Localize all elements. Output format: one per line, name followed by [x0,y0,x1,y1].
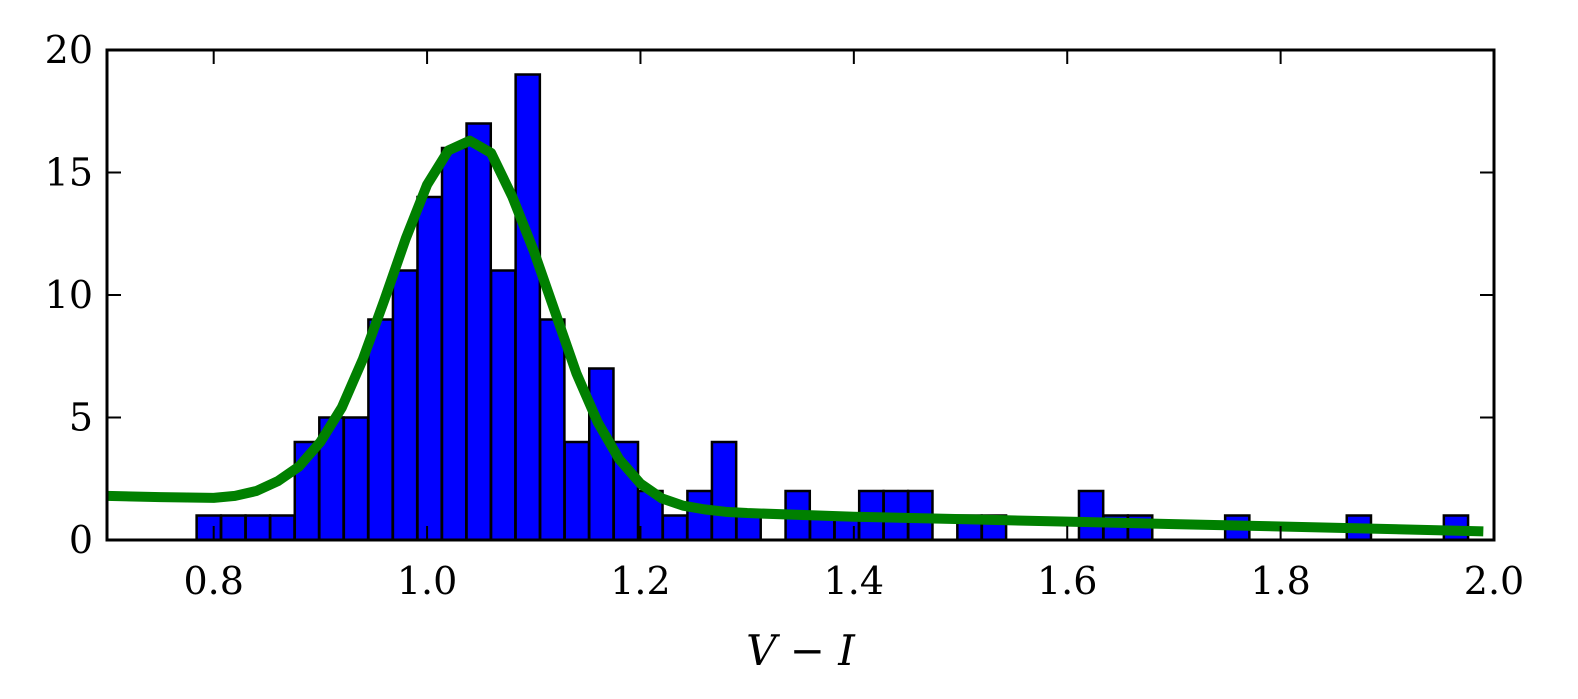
histogram-bar [219,514,247,542]
histogram-bar [367,318,394,542]
histogram-bar [514,73,542,542]
y-tick-label: 20 [45,28,93,72]
histogram-bar [489,269,517,542]
x-tick-label: 1.4 [824,559,884,603]
histogram-bar [195,514,223,542]
x-tick-label: 1.2 [610,559,670,603]
histogram-bar [710,440,738,542]
y-tick-label: 10 [45,273,93,317]
histogram-bar [440,146,468,542]
histogram-bars [195,73,1470,542]
histogram-bar [563,440,591,542]
x-tick-label: 1.8 [1250,559,1310,603]
histogram-bar [416,195,443,542]
histogram-bar [268,514,296,542]
y-tick-labels: 0 5 10 15 20 [45,28,93,562]
histogram-bar [735,514,762,542]
fit-curve-layer [106,135,1484,537]
histogram-bar [686,489,713,542]
x-tick-labels: 0.8 1.0 1.2 1.4 1.6 1.8 2.0 [183,559,1524,603]
histogram-bar [661,514,689,542]
x-tick-label: 0.8 [183,559,243,603]
y-tick-label: 15 [45,151,93,195]
histogram-bar [391,269,419,542]
histogram-bar [244,514,272,542]
axis-ticks [107,49,1495,541]
y-tick-label: 5 [69,396,93,440]
fit-curve-line [106,135,1484,537]
x-tick-label: 2.0 [1464,559,1524,603]
histogram-bar [465,122,493,542]
x-tick-label: 1.6 [1037,559,1097,603]
histogram-bar [538,318,566,542]
histogram-bar [342,416,370,542]
y-tick-label: 0 [69,518,93,562]
histogram-bar [587,367,615,542]
x-tick-label: 1.0 [397,559,457,603]
x-axis-label: V − I [746,626,856,675]
histogram-bar [1077,489,1105,542]
